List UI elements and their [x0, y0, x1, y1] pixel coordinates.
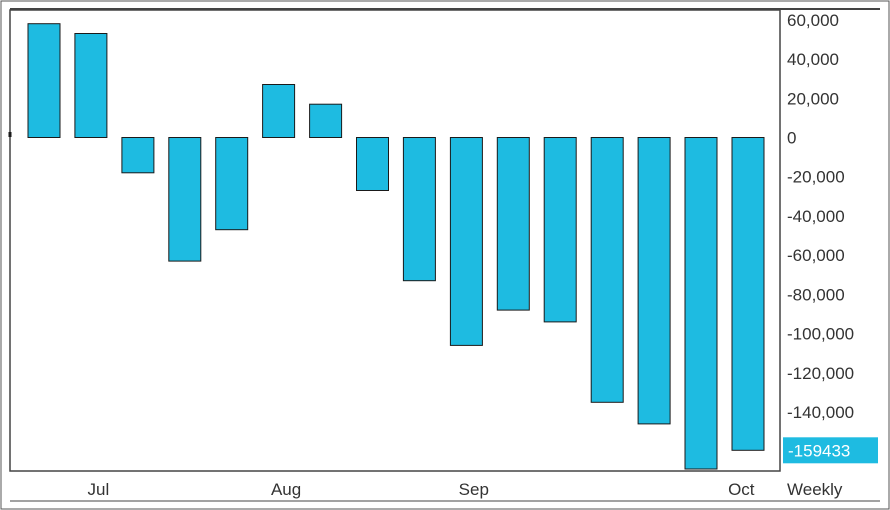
last-value-label: -159433 [788, 441, 850, 460]
bar-7 [309, 103, 343, 138]
x-tick-label: Aug [271, 480, 301, 499]
bar-11 [496, 137, 530, 311]
bar-8 [356, 137, 389, 191]
bar-9 [402, 137, 436, 282]
y-tick-label: -100,000 [787, 325, 854, 344]
x-tick-label: Oct [728, 480, 755, 499]
x-tick-label: Jul [88, 480, 110, 499]
y-tick-label: -20,000 [787, 168, 845, 187]
bar-13 [590, 137, 624, 403]
bar-10 [449, 137, 483, 346]
y-tick-label: -120,000 [787, 364, 854, 383]
y-tick-label: -60,000 [787, 246, 845, 265]
y-tick-label: -80,000 [787, 285, 845, 304]
y-axis-ticks: 60,000 40,000 20,000 0 -20,000 -40,000 -60,000… [787, 11, 854, 422]
y-tick-label: 60,000 [787, 11, 839, 30]
bar-4 [168, 137, 202, 262]
bar-14 [637, 137, 671, 425]
bar-5 [215, 137, 249, 231]
bar-16 [731, 137, 765, 451]
bar-6 [262, 84, 296, 138]
period-label: Weekly [787, 480, 843, 499]
y-tick-label: 20,000 [787, 89, 839, 108]
bar-15 [684, 137, 718, 470]
bar-12 [543, 137, 577, 323]
bar-3 [121, 137, 155, 174]
last-value-badge: -159433 [783, 437, 878, 464]
bars-group [27, 23, 765, 470]
y-tick-label: -40,000 [787, 207, 845, 226]
y-tick-label: 40,000 [787, 50, 839, 69]
y-tick-label: -140,000 [787, 403, 854, 422]
x-axis-ticks: Jul Aug Sep Oct [88, 480, 755, 499]
bar-1 [27, 23, 61, 139]
y-tick-label: 0 [787, 129, 796, 148]
bar-2 [74, 33, 108, 138]
last-value-badge-bg [783, 437, 878, 464]
x-tick-label: Sep [459, 480, 489, 499]
